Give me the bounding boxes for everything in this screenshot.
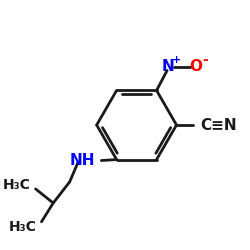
Text: -: -	[202, 53, 207, 67]
Text: NH: NH	[70, 153, 96, 168]
Text: H₃C: H₃C	[3, 178, 31, 192]
Text: +: +	[172, 55, 181, 65]
Text: N: N	[162, 60, 175, 74]
Text: O: O	[189, 60, 202, 74]
Text: C≡N: C≡N	[200, 118, 236, 132]
Text: H₃C: H₃C	[9, 220, 37, 234]
